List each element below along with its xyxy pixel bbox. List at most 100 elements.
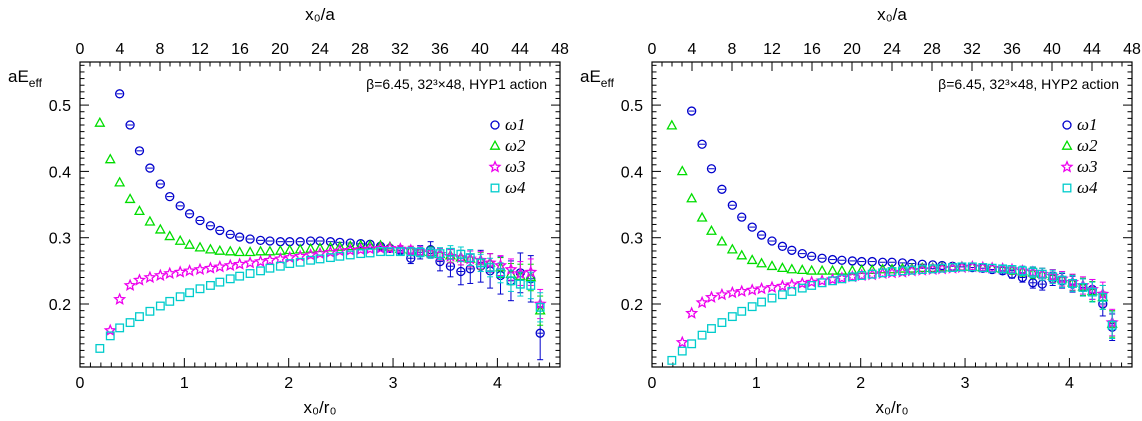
data-point: [476, 258, 486, 268]
legend-marker: [1062, 183, 1072, 193]
series-2: [666, 119, 1118, 338]
data-point: [365, 248, 375, 258]
data-point: [194, 241, 206, 252]
data-point: [243, 256, 257, 269]
data-point: [1087, 287, 1097, 297]
data-point: [916, 262, 928, 273]
x2-tick-label: 28: [923, 41, 941, 58]
x2-tick-label: 44: [1083, 41, 1101, 58]
x2-tick-label: 32: [963, 41, 981, 58]
data-point: [896, 262, 908, 273]
data-point: [978, 263, 988, 272]
x2-tick-label: 24: [311, 41, 329, 58]
data-point: [767, 236, 777, 246]
data-point: [255, 245, 267, 256]
data-point: [155, 179, 165, 189]
legend-marker: [490, 120, 500, 130]
legend-label-1: ω1: [505, 115, 526, 134]
data-point: [183, 263, 197, 277]
data-point: [104, 153, 116, 164]
data-point: [725, 285, 739, 299]
data-point: [1017, 266, 1027, 276]
data-point: [345, 238, 355, 248]
data-point: [213, 259, 227, 273]
legend-label-2: ω2: [505, 136, 526, 155]
data-point: [195, 284, 205, 294]
data-point: [155, 301, 165, 311]
data-point: [496, 268, 505, 278]
x2-tick-label: 12: [763, 41, 781, 58]
data-point: [334, 240, 346, 251]
data-point: [1028, 278, 1038, 288]
x-tick-label: 2: [856, 375, 865, 392]
data-point: [124, 193, 136, 204]
data-point: [857, 271, 867, 280]
data-point: [294, 243, 306, 254]
x2-tick-label: 40: [1043, 41, 1061, 58]
data-point: [816, 264, 828, 275]
x-tick-label: 2: [284, 375, 293, 392]
plot-frame: [651, 61, 1133, 368]
data-point: [727, 200, 737, 210]
data-point: [755, 281, 769, 295]
data-point: [967, 262, 977, 272]
data-point: [705, 224, 717, 235]
data-point: [114, 176, 126, 187]
chart-panel-2: 0 1 2 3 40 4 8 12 16 20 24 28 32 36 40 44 480.20.30.40.5…: [580, 5, 1141, 417]
data-point: [323, 245, 337, 258]
data-point: [697, 139, 707, 149]
data-point: [737, 212, 747, 222]
data-point: [797, 283, 807, 293]
x2-tick-label: 12: [191, 41, 209, 58]
x2-tick-label: 40: [471, 41, 489, 58]
legend-marker: [488, 160, 502, 173]
data-point: [415, 247, 425, 257]
data-point: [265, 263, 275, 273]
legend-marker: [490, 183, 500, 193]
data-point: [1078, 282, 1088, 292]
data-point: [273, 252, 287, 265]
x2-tick-label: 4: [688, 41, 697, 58]
data-point: [134, 146, 145, 156]
data-point: [1107, 320, 1117, 330]
legend-label-3: ω3: [505, 157, 526, 176]
data-point: [355, 239, 367, 250]
data-point: [383, 241, 397, 254]
x2-tick-label: 32: [391, 41, 409, 58]
y-axis-title-subscript: eff: [601, 76, 615, 90]
data-point: [165, 296, 175, 306]
x2-tick-label: 20: [843, 41, 861, 58]
data-point: [123, 278, 137, 292]
data-point: [756, 230, 767, 240]
data-point: [343, 243, 357, 256]
data-point: [375, 239, 387, 250]
legend-marker: [489, 139, 501, 150]
y-axis-title: aEeff: [580, 67, 615, 90]
data-point: [295, 257, 305, 267]
data-point: [305, 242, 317, 253]
data-point: [153, 268, 167, 282]
data-point: [1007, 265, 1017, 274]
legend-label-1: ω1: [1077, 115, 1098, 134]
data-point: [987, 263, 997, 273]
data-point: [105, 331, 115, 341]
data-point: [184, 238, 196, 249]
data-point: [256, 266, 265, 276]
legend-marker: [1062, 120, 1072, 130]
data-point: [115, 89, 125, 99]
x2-axis-title: x₀/a: [877, 5, 907, 24]
x2-tick-label: 0: [76, 41, 85, 58]
data-point: [175, 201, 185, 211]
data-point: [1048, 272, 1058, 282]
data-point: [887, 267, 897, 276]
data-point: [135, 312, 144, 322]
data-point: [164, 230, 176, 241]
data-point: [837, 274, 847, 284]
data-point: [786, 263, 798, 274]
y-tick-label: 0.3: [49, 231, 71, 248]
series-4: [667, 262, 1117, 365]
data-point: [687, 106, 697, 116]
data-point: [704, 290, 719, 303]
data-point: [95, 343, 105, 353]
data-point: [275, 261, 285, 271]
